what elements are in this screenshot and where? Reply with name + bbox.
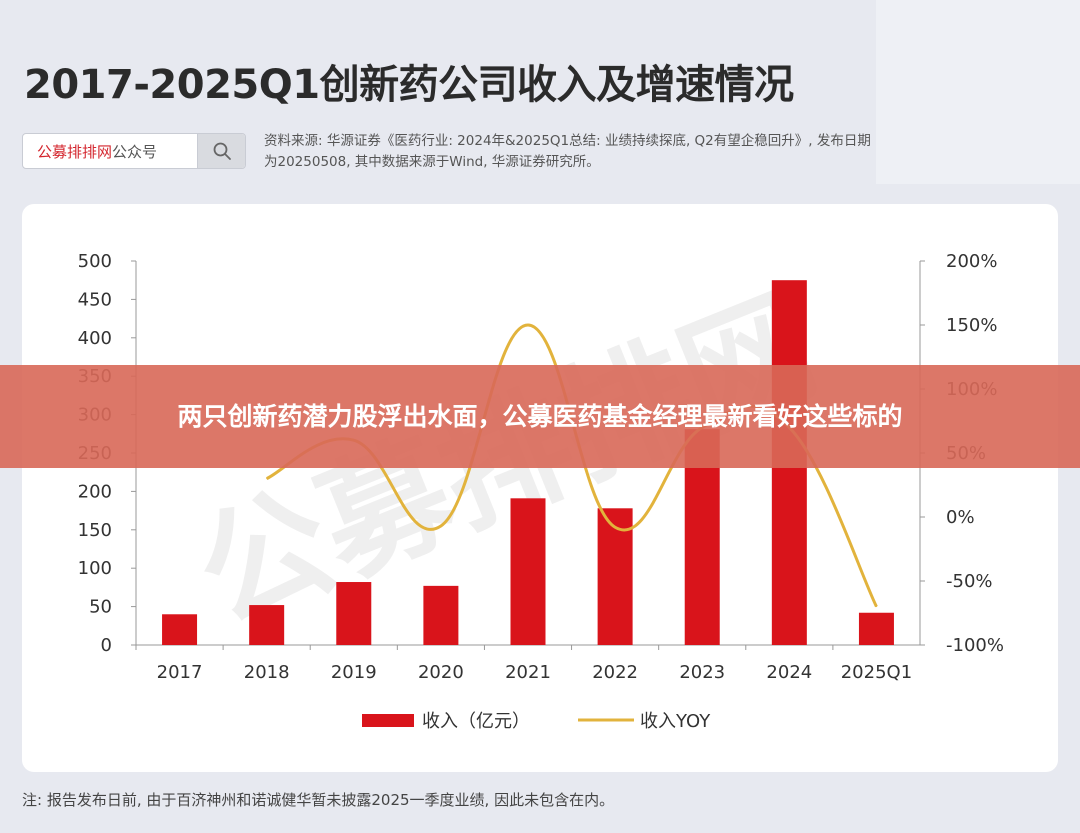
x-tick-label: 2018 bbox=[244, 662, 290, 683]
headline-text: 两只创新药潜力股浮出水面，公募医药基金经理最新看好这些标的 bbox=[177, 401, 903, 431]
bar-2021 bbox=[510, 498, 546, 645]
left-tick-label: 500 bbox=[78, 251, 112, 272]
yoy-point bbox=[440, 525, 442, 527]
right-tick-label: -50% bbox=[946, 571, 993, 592]
left-tick-label: 200 bbox=[78, 481, 112, 502]
footnote: 注: 报告发布日前, 由于百济神州和诺诚健华暂未披露2025一季度业绩, 因此未… bbox=[22, 791, 615, 809]
source-note: 资料来源: 华源证券《医药行业: 2024年&2025Q1总结: 业绩持续探底,… bbox=[264, 133, 871, 170]
legend-line-label: 收入YOY bbox=[640, 711, 711, 732]
yoy-point bbox=[614, 526, 616, 528]
search-suffix: 公众号 bbox=[112, 142, 158, 161]
search-brand: 公募排排网 bbox=[37, 142, 113, 161]
search-button[interactable] bbox=[197, 134, 245, 168]
legend-bar-label: 收入（亿元） bbox=[422, 711, 530, 732]
yoy-point bbox=[527, 324, 529, 326]
headline-banner[interactable]: 两只创新药潜力股浮出水面，公募医药基金经理最新看好这些标的 bbox=[0, 365, 1080, 468]
x-tick-label: 2017 bbox=[157, 662, 203, 683]
x-tick-label: 2024 bbox=[766, 662, 812, 683]
combo-chart: 公募排排网 050100150200250300350400450500-100… bbox=[78, 251, 1004, 732]
left-tick-label: 100 bbox=[78, 558, 112, 579]
bar-2020 bbox=[423, 585, 459, 645]
x-tick-label: 2025Q1 bbox=[841, 662, 912, 683]
page-title: 2017-2025Q1创新药公司收入及增速情况 bbox=[24, 62, 794, 108]
x-tick-label: 2020 bbox=[418, 662, 464, 683]
x-tick-label: 2019 bbox=[331, 662, 377, 683]
left-tick-label: 450 bbox=[78, 289, 112, 310]
left-tick-label: 400 bbox=[78, 328, 112, 349]
right-tick-label: 200% bbox=[946, 251, 997, 272]
left-tick-label: 0 bbox=[101, 635, 112, 656]
bar-2025Q1 bbox=[858, 612, 894, 645]
search-label[interactable]: 公募排排网 公众号 bbox=[23, 134, 197, 168]
chart-card: 公募排排网 050100150200250300350400450500-100… bbox=[22, 204, 1058, 772]
search-icon bbox=[213, 142, 231, 160]
legend-bar-swatch bbox=[362, 714, 414, 727]
x-tick-label: 2021 bbox=[505, 662, 551, 683]
left-tick-label: 50 bbox=[89, 597, 112, 618]
chart-legend: 收入（亿元） 收入YOY bbox=[362, 711, 711, 732]
yoy-point bbox=[875, 606, 877, 608]
bar-2017 bbox=[162, 614, 198, 645]
bar-2018 bbox=[249, 605, 285, 645]
search-box[interactable]: 公募排排网 公众号 bbox=[22, 133, 246, 169]
header-right-strip bbox=[876, 0, 1080, 184]
right-tick-label: 150% bbox=[946, 315, 997, 336]
left-tick-label: 150 bbox=[78, 520, 112, 541]
right-tick-label: -100% bbox=[946, 635, 1004, 656]
yoy-point bbox=[266, 478, 268, 480]
x-tick-label: 2023 bbox=[679, 662, 725, 683]
right-tick-label: 0% bbox=[946, 507, 975, 528]
x-tick-label: 2022 bbox=[592, 662, 638, 683]
bar-2019 bbox=[336, 582, 372, 645]
